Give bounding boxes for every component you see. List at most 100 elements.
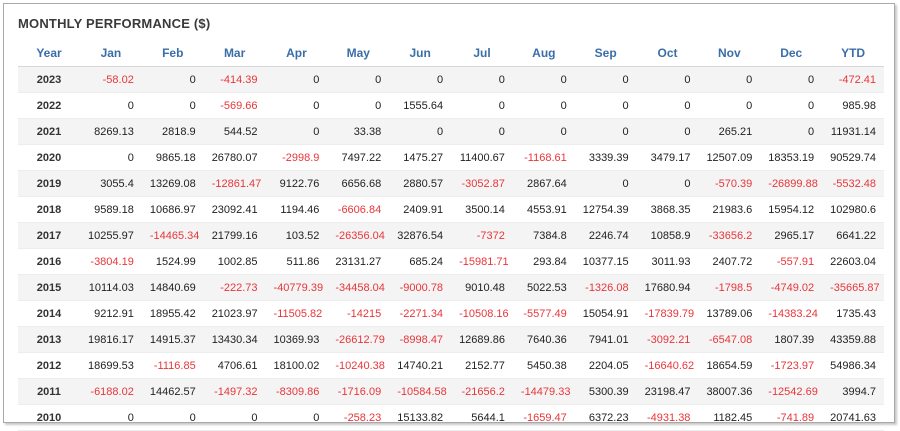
month-value-cell: -26356.04 — [327, 222, 390, 249]
month-value-cell: 12507.09 — [698, 144, 761, 171]
month-value-cell: 544.52 — [203, 118, 266, 145]
month-value-cell: 3868.35 — [636, 196, 699, 223]
month-value-cell: 0 — [389, 118, 452, 145]
month-value-cell: 0 — [512, 92, 575, 119]
month-value-cell: 3055.4 — [80, 170, 142, 197]
table-row: 2023 -58.02 0 -414.39 0 0 0 0 0 0 0 0 0 -472.41 — [18, 66, 884, 93]
month-value-cell: -6547.08 — [698, 326, 761, 353]
month-value-cell: 6656.68 — [327, 170, 390, 197]
month-value-cell: 7384.8 — [512, 222, 575, 249]
month-value-cell: 0 — [327, 66, 390, 93]
month-value-cell: 21799.16 — [203, 222, 266, 249]
month-value-cell: 0 — [512, 118, 575, 145]
month-value-cell: -11505.82 — [265, 300, 328, 327]
month-value-cell: -14465.34 — [141, 222, 204, 249]
month-value-cell: 19816.17 — [80, 326, 142, 353]
ytd-cell: -35665.87 — [822, 274, 884, 301]
ytd-cell: 54986.34 — [822, 352, 884, 379]
ytd-cell: 102980.6 — [822, 196, 884, 223]
month-value-cell: -1326.08 — [574, 274, 637, 301]
table-row: 2013 19816.17 14915.37 13430.34 10369.93 -266… — [18, 326, 884, 353]
month-value-cell: 18699.53 — [80, 352, 142, 379]
month-value-cell: 4706.61 — [203, 352, 266, 379]
month-value-cell: 32876.54 — [389, 222, 452, 249]
month-value-cell: 0 — [141, 66, 204, 93]
year-cell: 2016 — [18, 248, 80, 275]
monthly-performance-panel: MONTHLY PERFORMANCE ($) Year Jan Feb Mar Apr… — [3, 3, 895, 431]
month-value-cell: 0 — [636, 170, 699, 197]
ytd-cell: 1735.43 — [822, 300, 884, 327]
month-value-cell: -570.39 — [698, 170, 761, 197]
month-value-cell: -34458.04 — [327, 274, 390, 301]
month-value-cell: 13269.08 — [141, 170, 204, 197]
table-row: 2017 10255.97 -14465.34 21799.16 103.52 -2635… — [18, 222, 884, 249]
month-value-cell: 0 — [80, 144, 142, 171]
year-cell: 2012 — [18, 352, 80, 379]
year-cell: 2023 — [18, 66, 80, 93]
month-value-cell: 0 — [80, 92, 142, 119]
column-header-mar: Mar — [203, 39, 266, 67]
month-value-cell: -16640.62 — [636, 352, 699, 379]
month-value-cell: 2152.77 — [451, 352, 513, 379]
month-value-cell: -5577.49 — [512, 300, 575, 327]
month-value-cell: 1555.64 — [389, 92, 452, 119]
month-value-cell: 10858.9 — [636, 222, 699, 249]
year-cell: 2021 — [18, 118, 80, 145]
month-value-cell: 9010.48 — [451, 274, 513, 301]
month-value-cell: 2204.05 — [574, 352, 637, 379]
column-header-ytd: YTD — [822, 39, 884, 67]
month-value-cell: 0 — [574, 66, 637, 93]
month-value-cell: 0 — [141, 92, 204, 119]
column-header-nov: Nov — [698, 39, 761, 67]
month-value-cell: 9122.76 — [265, 170, 328, 197]
month-value-cell: -2271.34 — [389, 300, 452, 327]
month-value-cell: 15954.12 — [760, 196, 823, 223]
month-value-cell: -1723.97 — [760, 352, 823, 379]
table-header-row: Year Jan Feb Mar Apr May Jun Jul Aug Sep Oct Nov Dec… — [18, 39, 884, 67]
month-value-cell: 3339.39 — [574, 144, 637, 171]
ytd-cell: 3994.7 — [822, 378, 884, 405]
month-value-cell: -10584.58 — [389, 378, 452, 405]
ytd-cell: 22603.04 — [822, 248, 884, 275]
column-header-jan: Jan — [80, 39, 142, 67]
month-value-cell: 10114.03 — [80, 274, 142, 301]
month-value-cell: -1497.32 — [203, 378, 266, 405]
month-value-cell: 0 — [636, 118, 699, 145]
month-value-cell: -40779.39 — [265, 274, 328, 301]
month-value-cell: 26780.07 — [203, 144, 266, 171]
year-cell: 2014 — [18, 300, 80, 327]
month-value-cell: -3052.87 — [451, 170, 513, 197]
month-value-cell: 21983.6 — [698, 196, 761, 223]
month-value-cell: -4749.02 — [760, 274, 823, 301]
month-value-cell: -10240.38 — [327, 352, 390, 379]
month-value-cell: 14740.21 — [389, 352, 452, 379]
month-value-cell: 9589.18 — [80, 196, 142, 223]
month-value-cell: -58.02 — [80, 66, 142, 93]
month-value-cell: 14840.69 — [141, 274, 204, 301]
table-row: 2018 9589.18 10686.97 23092.41 1194.46 -6606.… — [18, 196, 884, 223]
month-value-cell: -10508.16 — [451, 300, 513, 327]
month-value-cell: 11400.67 — [451, 144, 513, 171]
month-value-cell: -21656.2 — [451, 378, 513, 405]
month-value-cell: 9865.18 — [141, 144, 204, 171]
month-value-cell: -14479.33 — [512, 378, 575, 405]
month-value-cell: -222.73 — [203, 274, 266, 301]
year-cell: 2017 — [18, 222, 80, 249]
ytd-cell: -5532.48 — [822, 170, 884, 197]
month-value-cell: 0 — [574, 170, 637, 197]
month-value-cell: 18100.02 — [265, 352, 328, 379]
month-value-cell: -8998.47 — [389, 326, 452, 353]
month-value-cell: -1168.61 — [512, 144, 575, 171]
month-value-cell: 0 — [574, 92, 637, 119]
month-value-cell: -12861.47 — [203, 170, 266, 197]
month-value-cell: 3500.14 — [451, 196, 513, 223]
table-row: 2019 3055.4 13269.08 -12861.47 9122.76 6656.6… — [18, 170, 884, 197]
month-value-cell: 2407.72 — [698, 248, 761, 275]
ytd-cell: 43359.88 — [822, 326, 884, 353]
month-value-cell: 10369.93 — [265, 326, 328, 353]
table-row: 2015 10114.03 14840.69 -222.73 -40779.39 -344… — [18, 274, 884, 301]
month-value-cell: -6606.84 — [327, 196, 390, 223]
month-value-cell: 2409.91 — [389, 196, 452, 223]
column-header-dec: Dec — [760, 39, 823, 67]
month-value-cell: 14915.37 — [141, 326, 204, 353]
